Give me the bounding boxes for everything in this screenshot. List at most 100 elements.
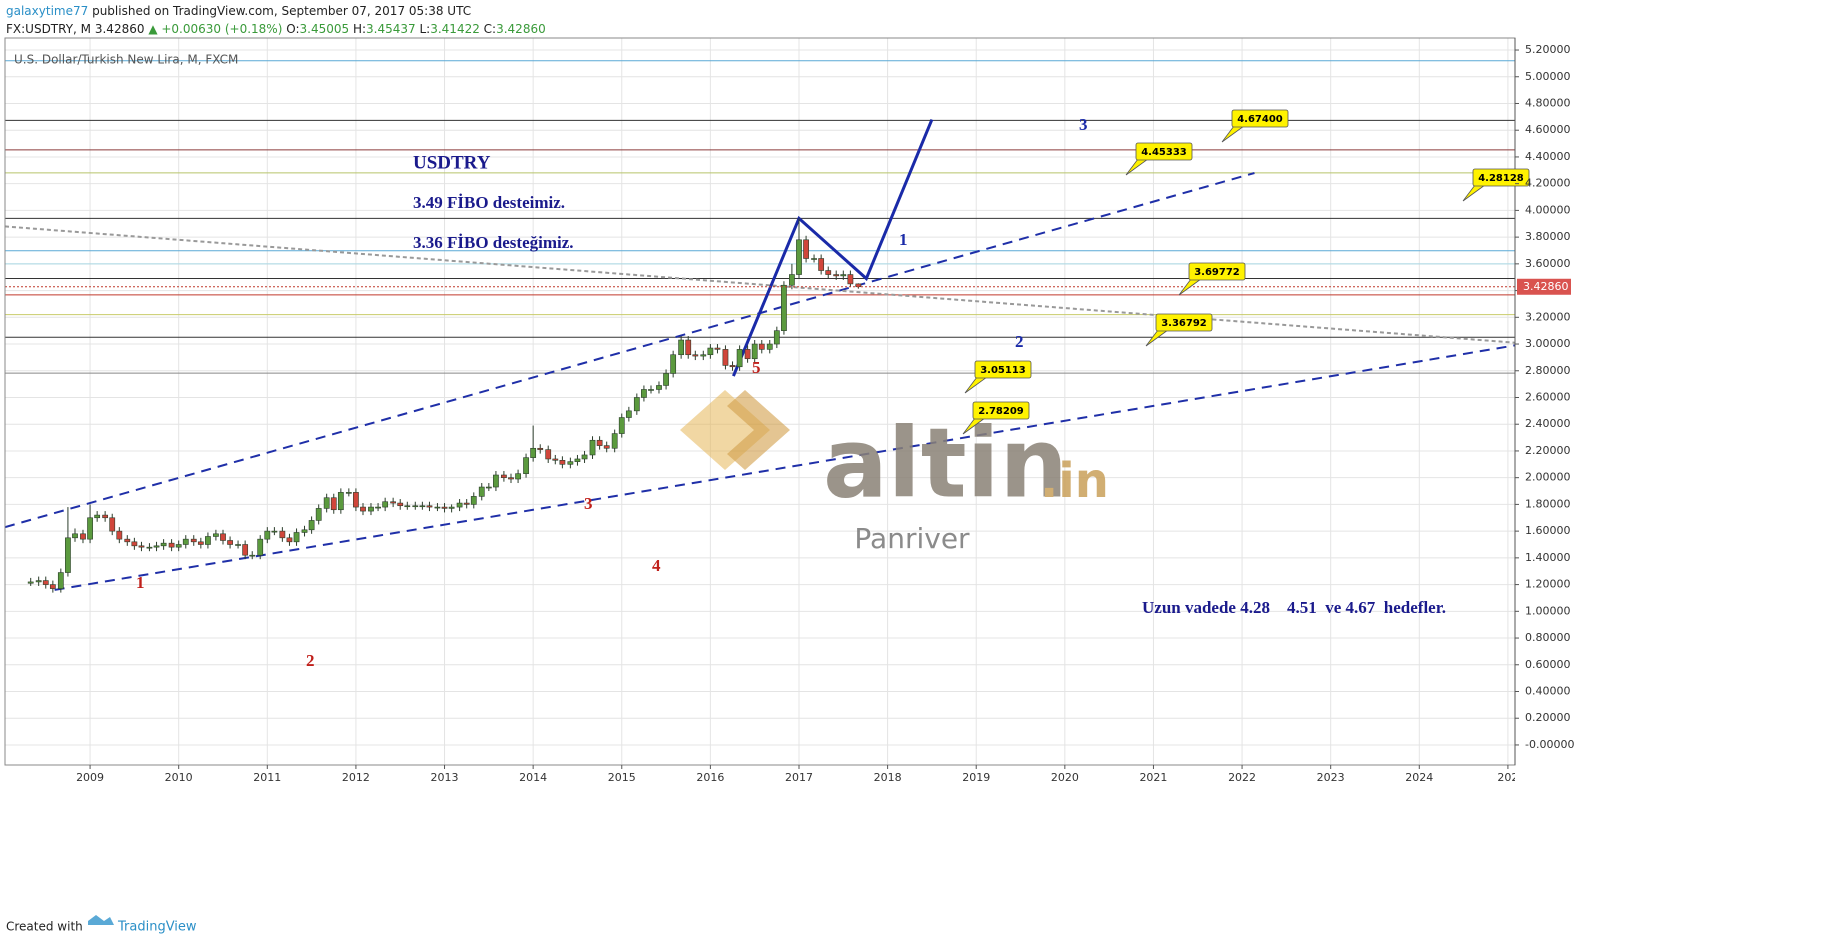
x-tick-label: 2024 bbox=[1405, 771, 1433, 784]
candle-body bbox=[574, 458, 581, 462]
o-label: O: bbox=[286, 22, 299, 36]
y-tick-label: 1.80000 bbox=[1525, 497, 1571, 510]
candle-body bbox=[596, 439, 603, 446]
candle-body bbox=[301, 529, 308, 533]
candle-body bbox=[603, 445, 610, 449]
candle-body bbox=[781, 284, 787, 331]
candle-body bbox=[656, 385, 662, 390]
last-price-tag bbox=[1517, 278, 1571, 295]
candle-body bbox=[42, 580, 49, 585]
candle-body bbox=[736, 349, 743, 368]
candle-body bbox=[773, 330, 780, 345]
x-tick-label: 2013 bbox=[431, 771, 459, 784]
y-tick-label: 4.00000 bbox=[1525, 203, 1571, 216]
plot-frame bbox=[4, 37, 1516, 766]
candle-body bbox=[633, 397, 640, 412]
candle-body bbox=[441, 506, 448, 509]
x-axis: 2009 2010 2011 2012 2013 2014 2015 2016 2017 2018… bbox=[76, 765, 1515, 784]
o: 3.45005 bbox=[300, 22, 350, 36]
candle-body bbox=[515, 473, 521, 480]
candle-body bbox=[818, 258, 825, 271]
candle-body bbox=[27, 581, 34, 584]
candle-body bbox=[670, 354, 677, 374]
candle-body bbox=[434, 506, 441, 509]
y-tick-label: 3.20000 bbox=[1525, 310, 1571, 323]
x-tick-label: 2012 bbox=[342, 771, 370, 784]
x-tick-label: 2018 bbox=[874, 771, 902, 784]
x-tick-label: 2021 bbox=[1139, 771, 1167, 784]
candle-body bbox=[286, 537, 293, 543]
y-tick-label: 0.60000 bbox=[1525, 658, 1571, 671]
candle-body bbox=[766, 343, 773, 350]
candle-body bbox=[700, 354, 707, 357]
candle-body bbox=[220, 533, 226, 541]
candle-body bbox=[205, 536, 211, 545]
candle-body bbox=[87, 517, 93, 540]
logo bbox=[727, 390, 790, 470]
x-tick-label: 2014 bbox=[519, 771, 547, 784]
candle-body bbox=[847, 274, 854, 285]
x-tick-label: 2023 bbox=[1317, 771, 1345, 784]
l-label: L: bbox=[419, 22, 430, 36]
candle-body bbox=[448, 506, 455, 509]
candle-body bbox=[330, 497, 337, 511]
candle-body bbox=[493, 474, 499, 488]
y-tick-label: 3.80000 bbox=[1525, 230, 1571, 243]
candle-body bbox=[375, 506, 381, 509]
candle-body bbox=[138, 545, 145, 548]
wave-label: 3 bbox=[584, 494, 593, 513]
y-tick-label: 4.80000 bbox=[1525, 96, 1571, 109]
c: 3.42860 bbox=[496, 22, 546, 36]
candle-body bbox=[35, 580, 42, 583]
candle-body bbox=[57, 572, 64, 589]
candle-body bbox=[611, 433, 618, 449]
candle-body bbox=[80, 533, 86, 540]
candle-body bbox=[109, 517, 116, 532]
candle-body bbox=[589, 439, 596, 456]
candle-body bbox=[271, 530, 278, 533]
candle-body bbox=[390, 501, 397, 504]
candle-body bbox=[559, 460, 566, 465]
header: galaxytime77 published on TradingView.co… bbox=[6, 4, 471, 18]
y-tick-label: 0.80000 bbox=[1525, 631, 1571, 644]
x-tick-label: 2020 bbox=[1051, 771, 1079, 784]
candle-body bbox=[625, 410, 632, 418]
candle-body bbox=[501, 474, 507, 478]
candle-body bbox=[456, 502, 463, 508]
y-tick-label: 5.00000 bbox=[1525, 70, 1571, 83]
candle-body bbox=[227, 540, 233, 545]
grid bbox=[5, 38, 1515, 765]
y-tick-label: 4.60000 bbox=[1525, 123, 1571, 136]
candle-body bbox=[545, 449, 552, 460]
candle-body bbox=[567, 461, 574, 465]
callout-box bbox=[1135, 142, 1193, 161]
candle-body bbox=[685, 339, 692, 356]
candle-body bbox=[426, 505, 433, 508]
candle-body bbox=[124, 538, 131, 543]
author: galaxytime77 bbox=[6, 4, 88, 18]
candle-body bbox=[65, 537, 71, 573]
brand-sub: Panriver bbox=[854, 522, 970, 555]
x-tick-label: 2022 bbox=[1228, 771, 1256, 784]
candle-body bbox=[523, 457, 529, 474]
candle-body bbox=[751, 343, 758, 360]
x-tick-label: 2010 bbox=[165, 771, 193, 784]
callout-label: 4.45333 bbox=[1141, 147, 1187, 158]
y-tick-label: 1.40000 bbox=[1525, 551, 1571, 564]
l: 3.41422 bbox=[430, 22, 480, 36]
y-tick-label: 5.20000 bbox=[1525, 43, 1571, 56]
candle-body bbox=[131, 541, 138, 547]
candle-body bbox=[729, 365, 736, 368]
candle-body bbox=[714, 347, 721, 350]
callout-label: 4.67400 bbox=[1237, 114, 1283, 125]
x-tick-label: 2009 bbox=[76, 771, 104, 784]
callout-pointer bbox=[1462, 184, 1487, 202]
candle-body bbox=[508, 477, 514, 480]
candle-body bbox=[72, 533, 78, 539]
candle-body bbox=[552, 458, 559, 461]
y-tick-label: 1.60000 bbox=[1525, 524, 1571, 537]
candle-body bbox=[796, 239, 802, 275]
footer-logo bbox=[88, 915, 114, 925]
candle-body bbox=[758, 343, 765, 350]
callout-box bbox=[1188, 262, 1246, 281]
